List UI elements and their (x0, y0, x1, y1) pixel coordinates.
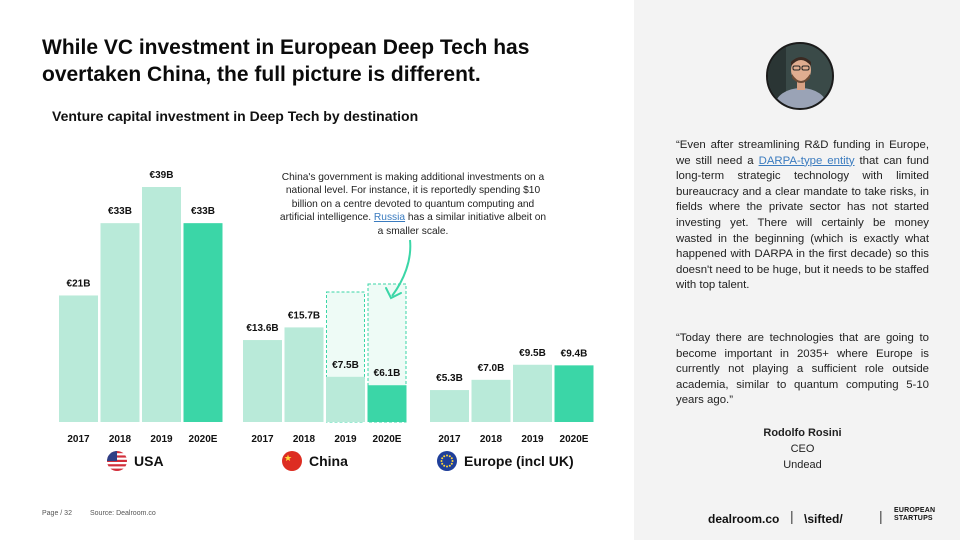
bar-value-label: €7.5B (332, 360, 359, 371)
quote-2: “Today there are technologies that are g… (676, 332, 929, 407)
eu-flag-icon (437, 451, 457, 471)
page-number: Page / 32 (42, 510, 72, 517)
bar-value-label: €13.6B (246, 323, 278, 334)
bar-chart: €21B 2017 €33B 2018 €39B 2019 €33B 2020E €13.6B 2… (59, 170, 594, 445)
logo-line: EUROPEAN (894, 507, 936, 514)
bar (59, 295, 98, 422)
logo-separator: | (790, 508, 794, 524)
annotation-arrow (391, 239, 412, 297)
speaker-role: CEO (790, 443, 815, 455)
quote-1-text: “Even after streamlining R&D funding in … (676, 139, 929, 167)
bar-value-label: €6.1B (374, 368, 401, 379)
bar (326, 376, 365, 422)
china-annotation: China's government is making additional … (276, 171, 550, 238)
x-tick-label: 2018 (480, 434, 503, 445)
dealroom-logo: dealroom.co (708, 512, 780, 526)
page-title: While VC investment in European Deep Tec… (42, 36, 530, 86)
darpa-link[interactable]: DARPA-type entity (758, 154, 855, 167)
region-name: China (309, 453, 348, 469)
x-tick-label: 2018 (109, 434, 132, 445)
bar-value-label: €9.5B (519, 348, 546, 359)
region-label-europe: Europe (incl UK) (437, 451, 574, 471)
bar-value-label: €15.7B (288, 310, 320, 321)
logo-separator: | (879, 508, 883, 524)
x-tick-label: 2020E (560, 434, 589, 445)
china-flag-icon (282, 451, 302, 471)
region-name: USA (134, 453, 164, 469)
bar-value-label: €9.4B (561, 348, 588, 359)
european-startups-logo: EUROPEAN STARTUPS (894, 507, 935, 523)
bar (142, 187, 181, 422)
x-tick-label: 2019 (521, 434, 544, 445)
bar (430, 390, 469, 422)
bar-value-label: €33B (108, 206, 132, 217)
speaker-company: Undead (783, 459, 822, 471)
bar-value-label: €7.0B (478, 363, 505, 374)
bar (367, 385, 407, 422)
bar (554, 365, 594, 422)
bar-value-label: €39B (150, 170, 174, 181)
x-tick-label: 2017 (251, 434, 274, 445)
region-label-usa: USA (107, 451, 164, 471)
x-tick-label: 2020E (189, 434, 218, 445)
us-flag-icon (107, 451, 127, 471)
annotation-text-end: has a similar initiative albeit on a sma… (377, 212, 547, 237)
annotation-arrow-head (385, 287, 402, 300)
annotation-text: China's government is making additional … (279, 172, 545, 224)
bar (100, 223, 140, 422)
source-note: Source: Dealroom.co (90, 510, 156, 517)
sifted-logo: \sifted/ (804, 512, 843, 526)
bar (471, 379, 511, 422)
bar-value-label: €21B (67, 278, 91, 289)
bar (243, 340, 282, 422)
speaker-name: Rodolfo Rosini (763, 427, 842, 439)
bar (284, 327, 324, 422)
speaker-avatar (766, 42, 834, 110)
bar-value-label: €5.3B (436, 373, 463, 384)
logo-line: STARTUPS (894, 515, 933, 522)
bar (513, 364, 552, 422)
x-tick-label: 2019 (150, 434, 173, 445)
region-label-china: China (282, 451, 348, 471)
region-name: Europe (incl UK) (464, 453, 574, 469)
quote-1: “Even after streamlining R&D funding in … (676, 138, 929, 294)
x-tick-label: 2019 (334, 434, 357, 445)
chart-title: Venture capital investment in Deep Tech … (52, 108, 419, 124)
quote-1-text-end: that can fund long-term strategic techno… (676, 154, 929, 292)
x-tick-label: 2018 (293, 434, 316, 445)
x-tick-label: 2017 (67, 434, 90, 445)
bar (183, 223, 223, 422)
bar-value-label: €33B (191, 206, 215, 217)
x-tick-label: 2017 (438, 434, 461, 445)
russia-link[interactable]: Russia (373, 212, 406, 224)
x-tick-label: 2020E (373, 434, 402, 445)
